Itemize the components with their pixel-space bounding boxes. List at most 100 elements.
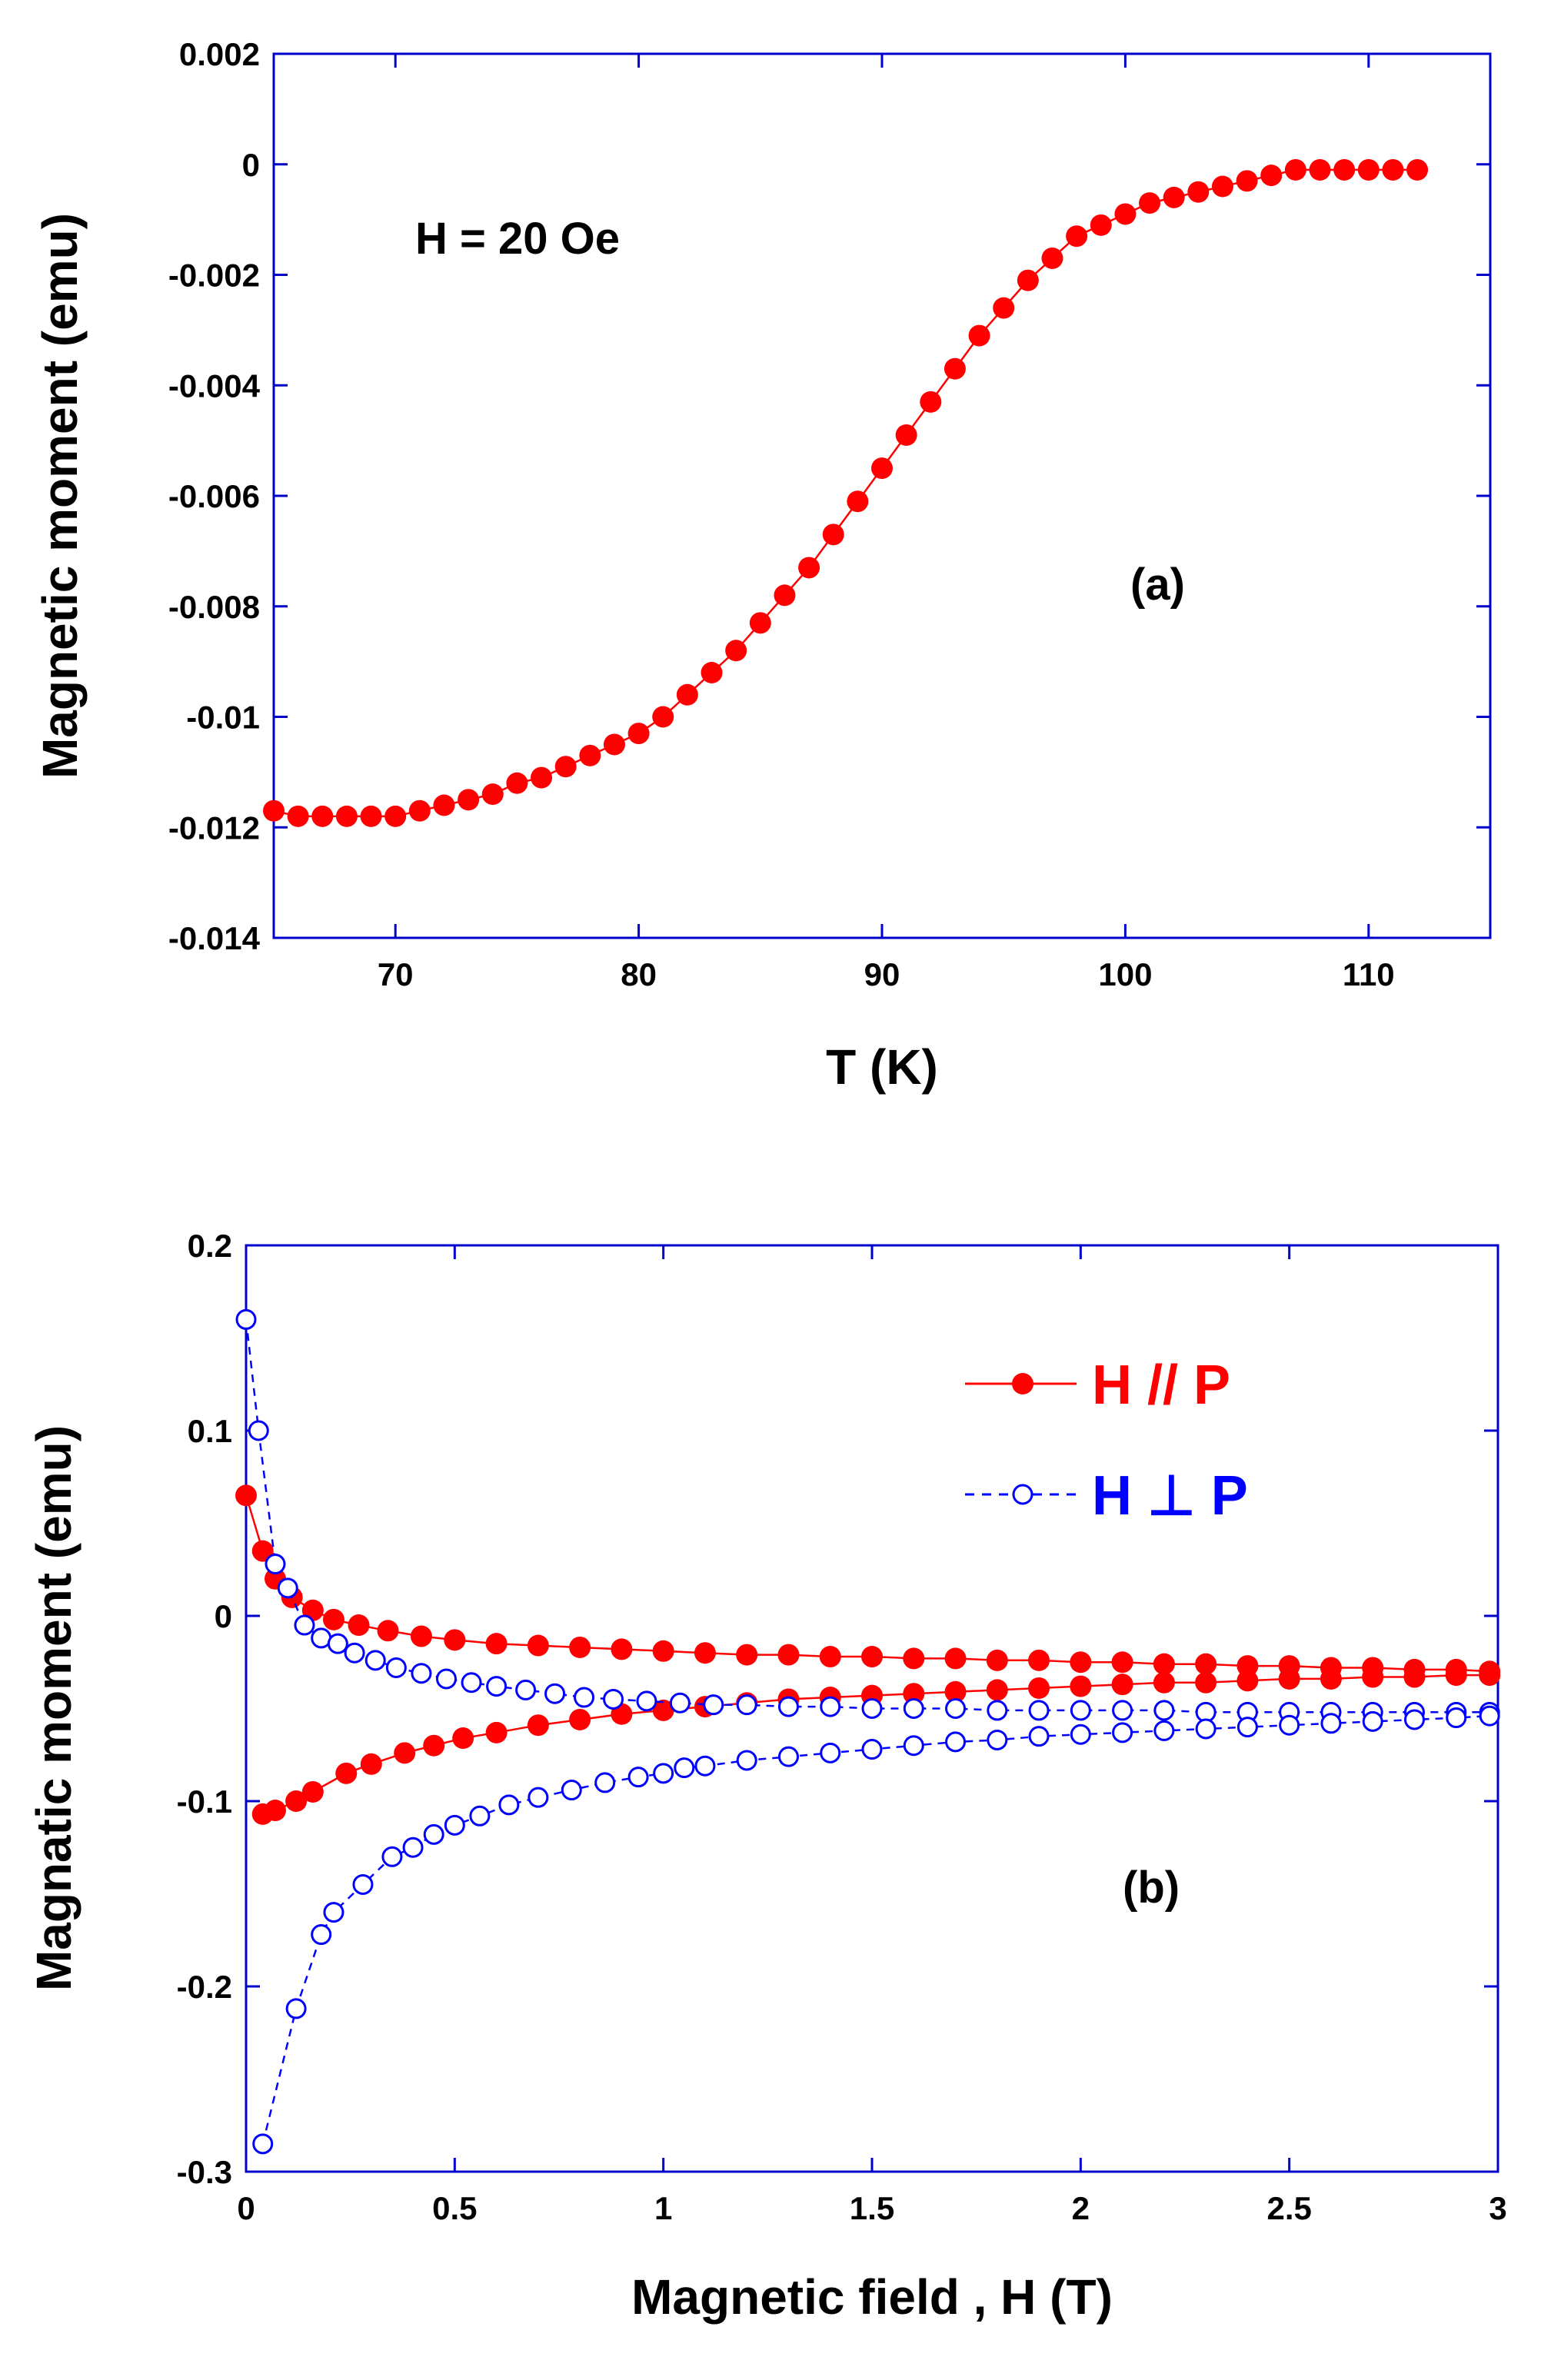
panel-a-y-tick-label: -0.006 [168, 478, 260, 514]
panel-b-data-point-h-p [777, 1644, 800, 1666]
panel-b-data-point-h-p [987, 1729, 1008, 1750]
panel-b-data-point-h-p [1112, 1722, 1133, 1743]
panel-a-data-point-series-0 [725, 640, 747, 662]
panel-b-data-point-h-p [611, 1638, 633, 1660]
panel-a-x-axis-title: T (K) [826, 1039, 938, 1095]
panel-b-data-point-h-p [861, 1739, 883, 1760]
panel-b-data-point-h-p [652, 1699, 674, 1721]
panel-b-data-point-h-p [394, 1742, 416, 1764]
panel-b-series [235, 1308, 1501, 2155]
panel-b-data-point-h-p [777, 1696, 799, 1717]
panel-b-data-point-h-p [498, 1794, 520, 1816]
panel-a-data-point-series-0 [701, 662, 723, 683]
panel-a-data-point-series-0 [1211, 175, 1233, 198]
panel-b-data-point-h-p [945, 1731, 967, 1753]
panel-b-data-point-h-p [377, 1620, 399, 1642]
panel-b-data-point-h-p [1236, 1655, 1259, 1677]
panel-b-data-point-h-p [987, 1700, 1008, 1721]
panel-a-x-tick-label: 80 [621, 956, 657, 992]
panel-a-data-point-series-0 [458, 789, 480, 811]
panel-a-y-tick-label: -0.01 [186, 700, 260, 736]
panel-b-data-point-h-p [402, 1837, 424, 1858]
panel-b-ticks: 0 0.5 1 1.5 2 2.5 3 0.2 0.1 0 -0.1 -0.2 -0.3 [177, 1228, 1507, 2226]
panel-b-data-point-h-p [352, 1873, 374, 1895]
panel-a-x-tick-label: 100 [1098, 956, 1152, 992]
panel-a-data-point-series-0 [1333, 158, 1356, 181]
panel-b-data-point-h-p [348, 1614, 370, 1637]
panel-b-data-point-h-p [527, 1634, 549, 1657]
panel-b-data-point-h-p [636, 1690, 657, 1712]
panel-b-data-point-h-p [528, 1787, 549, 1808]
panel-a-y-axis-title: Magnetic moment (emu) [32, 213, 88, 779]
panel-a-data-point-series-0 [1309, 158, 1331, 181]
panel-a-data-point-series-0 [798, 557, 820, 579]
panel-a-data-point-series-0 [603, 733, 625, 756]
panel-b-data-point-h-p [861, 1698, 883, 1719]
panel-a-data-point-series-0 [481, 783, 504, 806]
panel-a-data-point-series-0 [774, 584, 796, 607]
panel-b-data-point-h-p [1403, 1709, 1425, 1730]
panel-b-data-point-h-p [364, 1650, 386, 1671]
panel-b-data-point-h-p [1028, 1700, 1050, 1721]
panel-b-series-line-h-p [262, 1674, 1490, 1816]
panel-b-data-point-h-p [301, 1780, 324, 1803]
panel-b-data-point-h-p [435, 1668, 457, 1690]
panel-a-data-point-series-0 [263, 799, 285, 822]
panel-a-data-point-series-0 [1187, 181, 1210, 203]
panel-a-data-point-series-0 [993, 297, 1015, 319]
panel-a-data-point-series-0 [1406, 158, 1429, 181]
panel-a-data-point-series-0 [920, 391, 942, 413]
panel-a-data-point-series-0 [384, 805, 407, 827]
panel-b-data-point-h-p [1028, 1726, 1050, 1747]
panel-b-data-point-h-p [574, 1687, 595, 1708]
panel-b-x-tick-label: 1 [654, 2190, 672, 2226]
panel-a-y-tick-label: -0.014 [168, 920, 261, 956]
panel-b-y-tick-label: -0.2 [177, 1969, 232, 2005]
panel-b-data-point-h-p [235, 1308, 257, 1330]
panel-b-data-point-h-p [1028, 1649, 1050, 1671]
panel-b-data-point-h-p [1445, 1664, 1467, 1687]
panel-b-data-point-h-p [903, 1683, 925, 1705]
panel-b-data-point-h-p [469, 1805, 491, 1827]
panel-b-data-point-h-p [1403, 1666, 1426, 1688]
panel-b-data-point-h-p [544, 1683, 566, 1704]
panel-b-x-tick-label: 0 [237, 2190, 255, 2226]
panel-b-y-tick-label: 0.1 [188, 1413, 232, 1449]
panel-a-data-point-series-0 [287, 805, 309, 827]
panel-b-data-point-h-p [669, 1692, 691, 1714]
panel-b-data-point-h-p [360, 1753, 382, 1775]
panel-a-chart: 70 80 90 100 110 0.002 0 -0.002 -0.004 -0.006 -0.0… [32, 36, 1492, 1095]
panel-a-data-point-series-0 [822, 524, 844, 546]
panel-b-data-point-h-p [294, 1614, 315, 1636]
panel-b-y-tick-label: 0.2 [188, 1228, 232, 1264]
panel-b-data-point-h-p [1111, 1651, 1133, 1674]
panel-b-data-point-h-p [444, 1814, 465, 1836]
panel-a-data-point-series-0 [627, 723, 650, 745]
panel-b-data-point-h-p [736, 1644, 758, 1666]
panel-b-data-point-h-p [703, 1694, 724, 1716]
panel-a-x-tick-label: 70 [378, 956, 414, 992]
panel-b-data-point-h-p [285, 1998, 307, 2019]
panel-b-data-point-h-p [944, 1647, 967, 1670]
panel-b-data-point-h-p [486, 1676, 508, 1697]
panel-b-data-point-h-p [444, 1629, 466, 1651]
panel-b-data-point-h-p [385, 1657, 407, 1678]
panel-a-data-point-series-0 [968, 324, 990, 347]
panel-b-data-point-h-p [653, 1763, 674, 1784]
panel-b-data-point-h-p [694, 1755, 716, 1777]
panel-b-data-point-h-p [1278, 1667, 1300, 1690]
panel-a-data-point-series-0 [676, 683, 698, 706]
panel-b-data-point-h-p [1195, 1653, 1217, 1675]
panel-b-data-point-h-p [235, 1484, 257, 1507]
panel-b-data-point-h-p [1070, 1700, 1091, 1721]
panel-b-data-point-h-p [903, 1735, 924, 1757]
panel-a-data-point-series-0 [554, 756, 577, 778]
panel-a-data-point-series-0 [1382, 158, 1404, 181]
panel-b-data-point-h-p [1153, 1720, 1175, 1741]
panel-b-data-point-h-p [569, 1708, 591, 1730]
panel-b-x-tick-label: 2 [1072, 2190, 1090, 2226]
panel-a-data-point-series-0 [311, 805, 334, 827]
panel-a-y-tick-label: -0.002 [168, 258, 260, 294]
